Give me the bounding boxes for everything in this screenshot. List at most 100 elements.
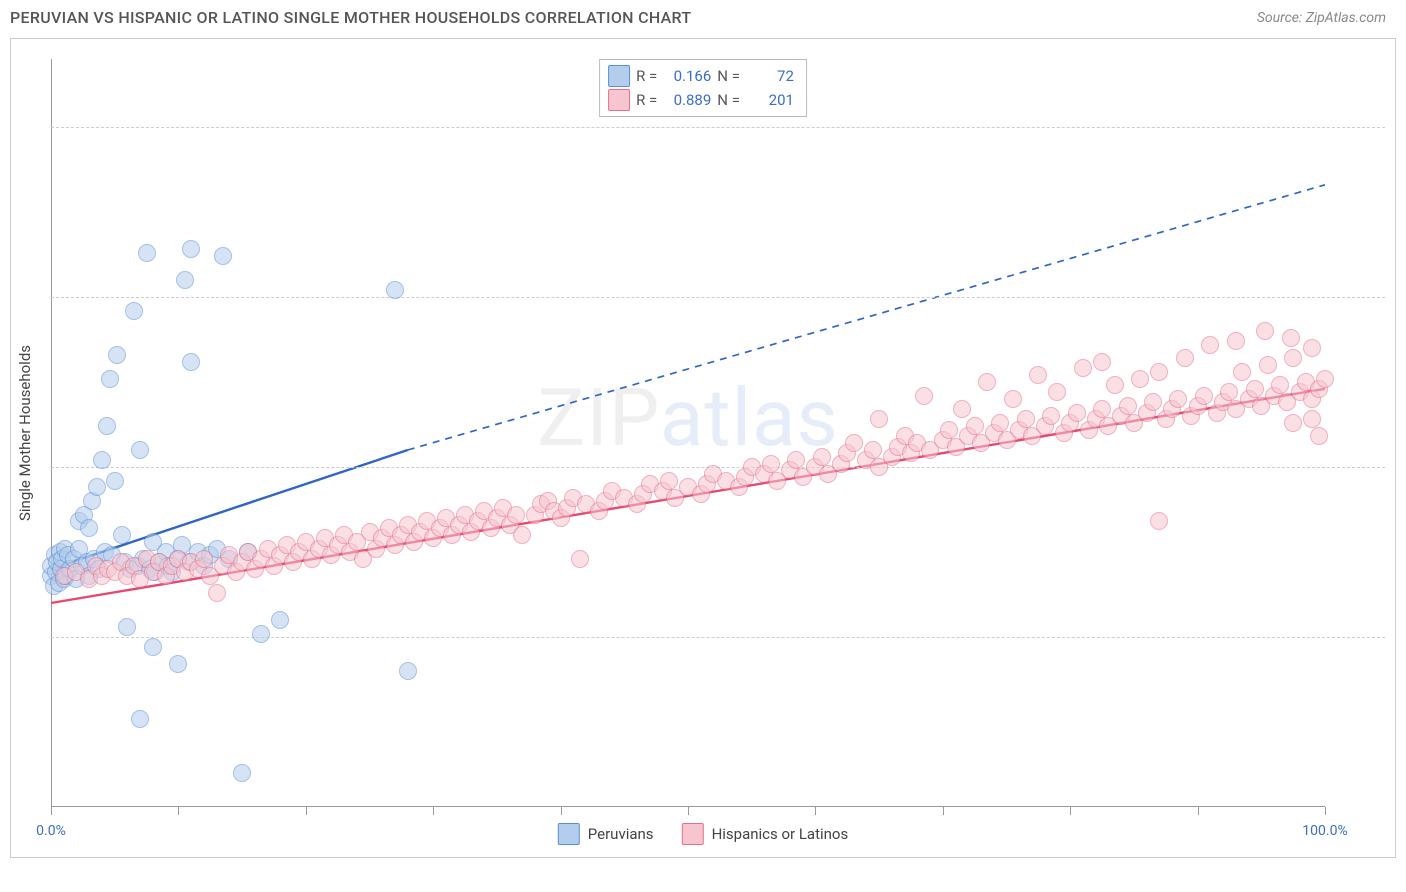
- data-point: [118, 618, 136, 636]
- data-point: [660, 472, 678, 490]
- data-point: [1284, 349, 1302, 367]
- data-point: [182, 353, 200, 371]
- data-point: [125, 302, 143, 320]
- data-point: [864, 441, 882, 459]
- data-point: [1048, 383, 1066, 401]
- data-point: [571, 550, 589, 568]
- data-point: [1176, 349, 1194, 367]
- data-point: [1093, 353, 1111, 371]
- swatch-blue-icon: [558, 823, 580, 845]
- n-label: N =: [717, 91, 740, 109]
- data-point: [845, 434, 863, 452]
- data-point: [233, 764, 251, 782]
- data-point: [195, 550, 213, 568]
- x-tick: [433, 807, 434, 815]
- data-point: [1310, 427, 1328, 445]
- x-tick: [51, 807, 52, 815]
- y-tick-label: 5.0%: [1392, 629, 1406, 645]
- gridline: 15.0%: [51, 297, 1385, 298]
- y-tick-label: 15.0%: [1392, 289, 1406, 305]
- legend-label: Hispanics or Latinos: [712, 825, 849, 843]
- swatch-pink-icon: [682, 823, 704, 845]
- data-point: [176, 271, 194, 289]
- data-point: [507, 506, 525, 524]
- data-point: [1303, 339, 1321, 357]
- legend-item-hispanics: Hispanics or Latinos: [682, 823, 849, 845]
- data-point: [1093, 400, 1111, 418]
- data-point: [138, 244, 156, 262]
- data-point: [1068, 404, 1086, 422]
- data-point: [1131, 370, 1149, 388]
- data-point: [1256, 322, 1274, 340]
- data-point: [271, 611, 289, 629]
- legend-item-peruvians: Peruvians: [558, 823, 654, 845]
- data-point: [953, 400, 971, 418]
- data-point: [214, 247, 232, 265]
- x-tick-label: 0.0%: [36, 823, 66, 839]
- data-point: [169, 655, 187, 673]
- data-point: [940, 421, 958, 439]
- data-point: [513, 526, 531, 544]
- data-point: [978, 373, 996, 391]
- data-point: [208, 584, 226, 602]
- data-point: [144, 638, 162, 656]
- n-label: N =: [717, 67, 740, 85]
- data-point: [1074, 359, 1092, 377]
- data-point: [108, 346, 126, 364]
- x-tick: [178, 807, 179, 815]
- data-point: [1282, 329, 1300, 347]
- y-axis-label: Single Mother Households: [16, 345, 34, 521]
- trend-lines: [51, 59, 1325, 807]
- data-point: [131, 441, 149, 459]
- x-tick: [943, 807, 944, 815]
- data-point: [813, 448, 831, 466]
- data-point: [131, 710, 149, 728]
- source-attribution: Source: ZipAtlas.com: [1257, 10, 1386, 26]
- data-point: [88, 478, 106, 496]
- x-tick: [1325, 807, 1326, 815]
- plot-area: Single Mother Households ZIPatlas 5.0%10…: [51, 59, 1325, 807]
- data-point: [1201, 336, 1219, 354]
- chart-container: Single Mother Households ZIPatlas 5.0%10…: [10, 38, 1396, 858]
- data-point: [1233, 363, 1251, 381]
- data-point: [98, 417, 116, 435]
- x-tick: [306, 807, 307, 815]
- data-point: [93, 451, 111, 469]
- data-point: [991, 414, 1009, 432]
- x-tick: [688, 807, 689, 815]
- data-point: [106, 472, 124, 490]
- data-point: [101, 370, 119, 388]
- data-point: [1220, 383, 1238, 401]
- data-point: [1029, 366, 1047, 384]
- data-point: [1119, 397, 1137, 415]
- swatch-pink-icon: [608, 89, 630, 111]
- stats-row-peruvians: R = 0.166 N = 72: [608, 64, 794, 88]
- data-point: [386, 281, 404, 299]
- data-point: [80, 519, 98, 537]
- data-point: [1259, 356, 1277, 374]
- data-point: [1316, 370, 1334, 388]
- data-point: [1169, 390, 1187, 408]
- r-value: 0.166: [663, 67, 711, 85]
- data-point: [1017, 410, 1035, 428]
- stats-legend: R = 0.166 N = 72 R = 0.889 N = 201: [599, 59, 807, 117]
- x-tick: [1198, 807, 1199, 815]
- data-point: [399, 662, 417, 680]
- gridline: 5.0%: [51, 637, 1385, 638]
- data-point: [1303, 410, 1321, 428]
- r-label: R =: [636, 91, 657, 109]
- data-point: [762, 455, 780, 473]
- data-point: [1195, 387, 1213, 405]
- legend-label: Peruvians: [588, 825, 654, 843]
- data-point: [252, 625, 270, 643]
- data-point: [1227, 332, 1245, 350]
- data-point: [1246, 380, 1264, 398]
- data-point: [1106, 376, 1124, 394]
- stats-row-hispanics: R = 0.889 N = 201: [608, 88, 794, 112]
- n-value: 72: [746, 67, 794, 85]
- data-point: [1144, 393, 1162, 411]
- x-tick: [561, 807, 562, 815]
- data-point: [1150, 512, 1168, 530]
- data-point: [1271, 376, 1289, 394]
- data-point: [1042, 407, 1060, 425]
